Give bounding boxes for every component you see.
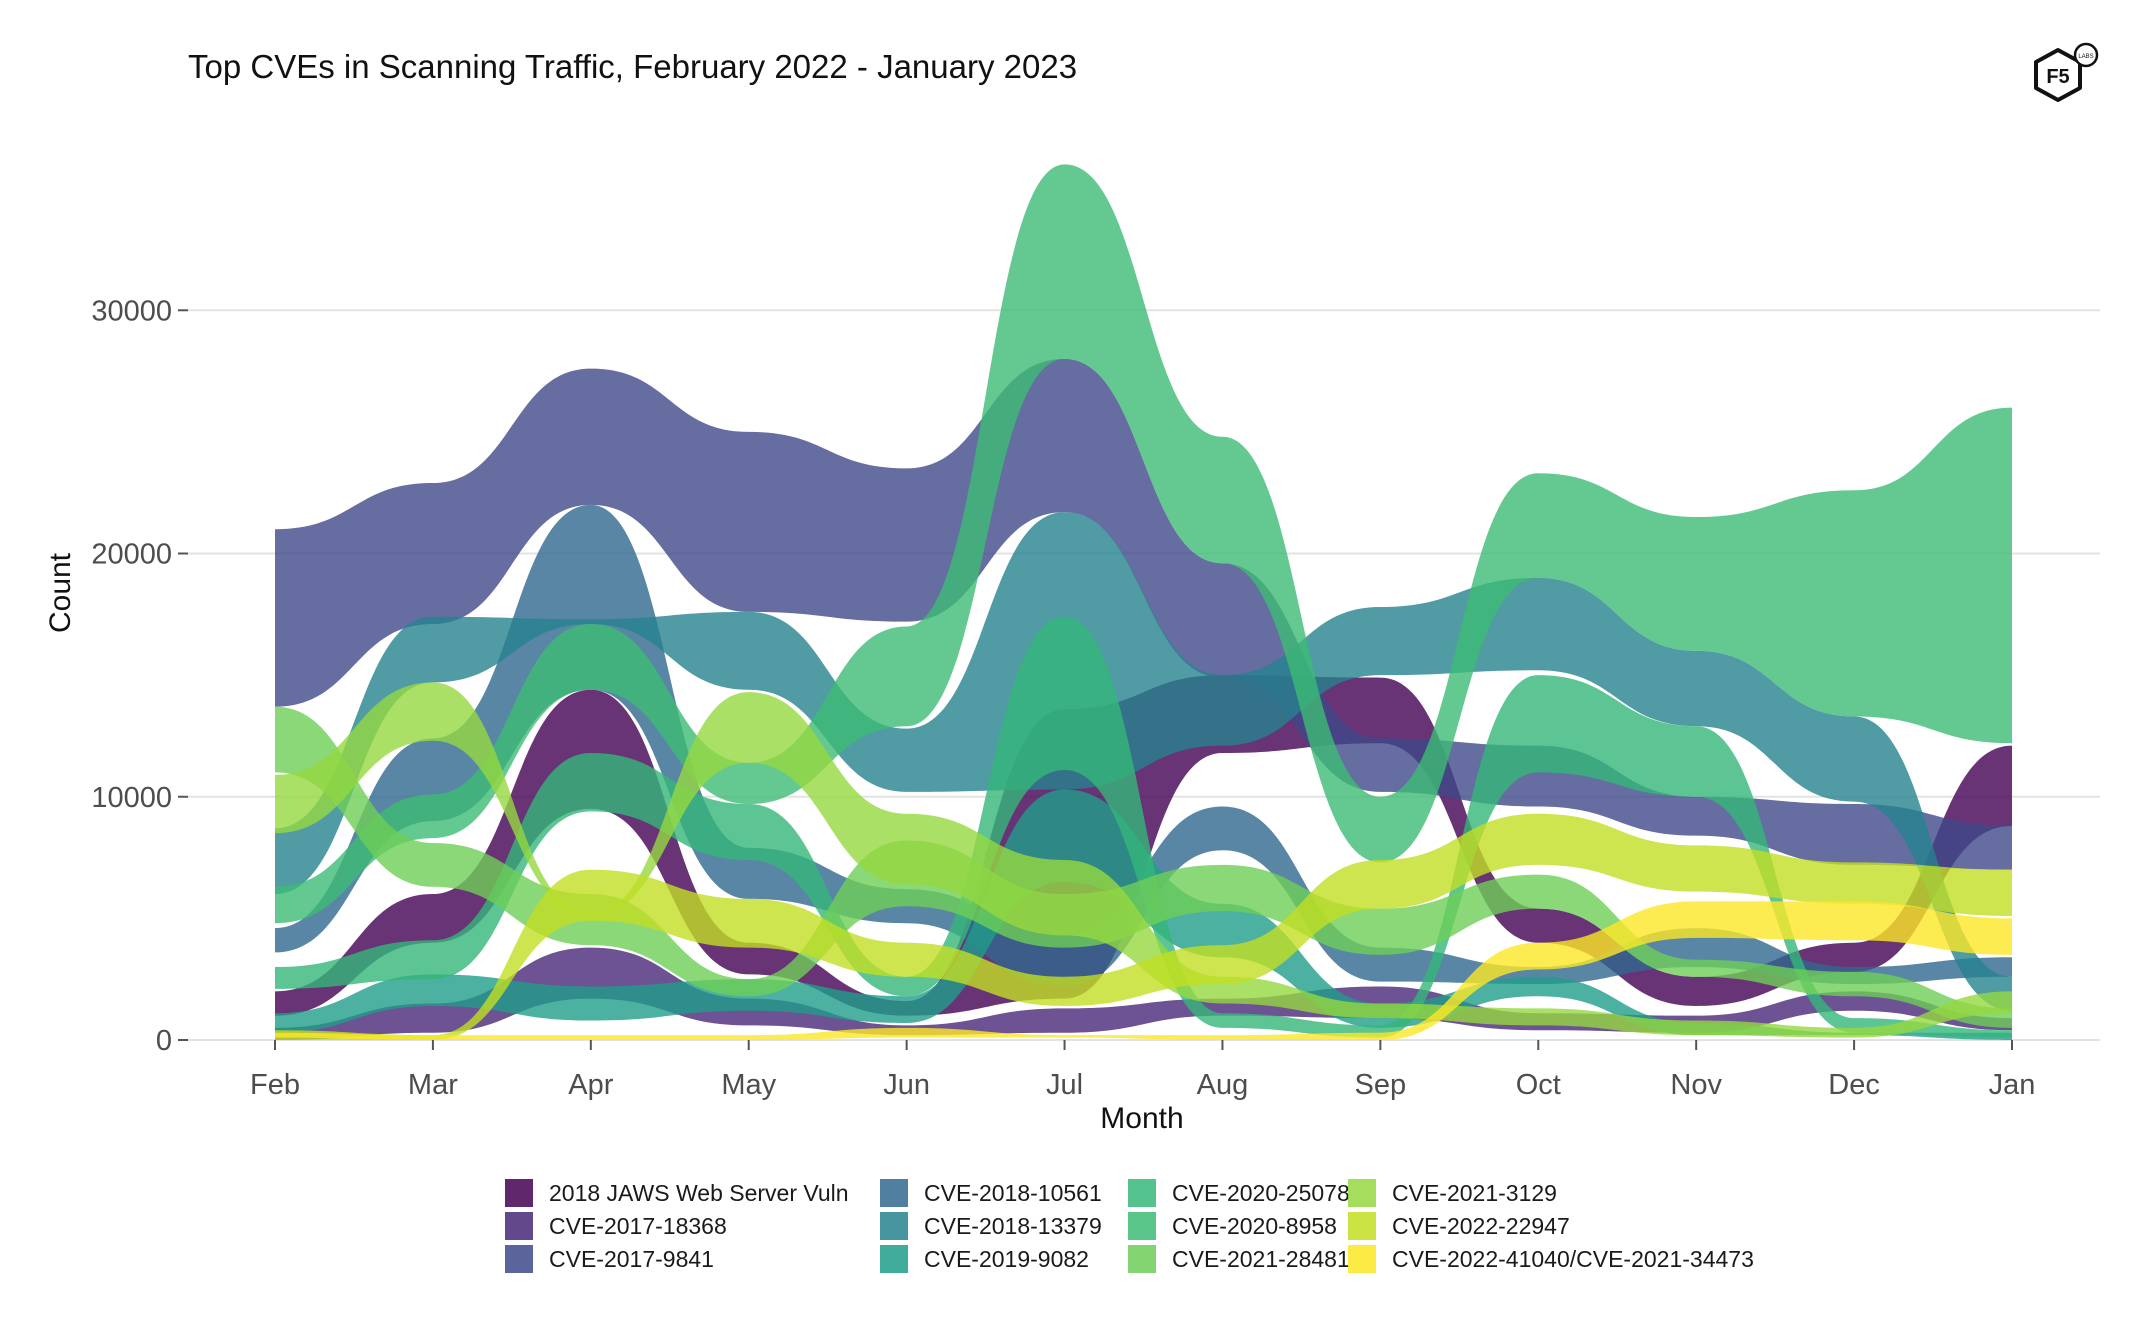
legend-label: CVE-2020-8958 xyxy=(1172,1212,1337,1239)
legend-label: CVE-2022-22947 xyxy=(1392,1212,1570,1239)
x-tick-label: Sep xyxy=(1355,1069,1407,1101)
series-band-8 xyxy=(275,164,2012,924)
legend-swatch xyxy=(505,1212,533,1240)
legend-swatch xyxy=(505,1179,533,1207)
legend-label: CVE-2021-28481 xyxy=(1172,1245,1350,1272)
x-tick-label: Nov xyxy=(1670,1069,1722,1101)
y-tick-label: 20000 xyxy=(91,539,172,571)
x-tick-label: Jul xyxy=(1046,1069,1083,1101)
y-axis-title: Count xyxy=(44,552,77,633)
y-tick-label: 0 xyxy=(156,1025,172,1057)
legend-swatch xyxy=(880,1245,908,1273)
x-tick-label: Apr xyxy=(568,1069,613,1101)
series-band-10 xyxy=(275,682,2012,1038)
legend-swatch xyxy=(1128,1179,1156,1207)
series-band-12 xyxy=(275,901,2012,1040)
legend-item: CVE-2018-10561 xyxy=(880,1178,1102,1208)
chart-title: Top CVEs in Scanning Traffic, February 2… xyxy=(188,48,1078,85)
legend-label: CVE-2022-41040/CVE-2021-34473 xyxy=(1392,1245,1754,1272)
legend-swatch xyxy=(880,1179,908,1207)
x-tick-label: Jan xyxy=(1989,1069,2036,1101)
series-band-5 xyxy=(275,512,2012,1011)
y-tick-label: 10000 xyxy=(91,782,172,814)
series-band-3 xyxy=(275,358,2012,870)
legend-label: 2018 JAWS Web Server Vuln xyxy=(549,1179,849,1206)
legend-item: CVE-2022-41040/CVE-2021-34473 xyxy=(1348,1244,1754,1274)
x-tick-label: Dec xyxy=(1828,1069,1880,1101)
legend-item: CVE-2022-22947 xyxy=(1348,1211,1570,1241)
legend-item: CVE-2021-28481 xyxy=(1128,1244,1350,1274)
legend-label: CVE-2018-13379 xyxy=(924,1212,1102,1239)
legend-swatch xyxy=(1128,1245,1156,1273)
legend-label: CVE-2020-25078 xyxy=(1172,1179,1350,1206)
legend-label: CVE-2018-10561 xyxy=(924,1179,1102,1206)
legend: 2018 JAWS Web Server Vuln CVE-2017-18368 C… xyxy=(505,1178,1905,1288)
legend-item: CVE-2017-18368 xyxy=(505,1211,727,1241)
logo-badge: LABS xyxy=(2078,54,2093,60)
legend-item: 2018 JAWS Web Server Vuln xyxy=(505,1178,849,1208)
legend-item: CVE-2020-8958 xyxy=(1128,1211,1337,1241)
x-tick-label: Feb xyxy=(250,1069,300,1101)
legend-label: CVE-2021-3129 xyxy=(1392,1179,1557,1206)
x-tick-label: Oct xyxy=(1516,1069,1561,1101)
series-band-9 xyxy=(275,706,2012,1028)
x-tick-label: May xyxy=(721,1069,776,1101)
legend-item: CVE-2017-9841 xyxy=(505,1244,714,1274)
legend-swatch xyxy=(1348,1212,1376,1240)
legend-item: CVE-2021-3129 xyxy=(1348,1178,1557,1208)
legend-swatch xyxy=(1348,1179,1376,1207)
series-band-4 xyxy=(275,504,2012,987)
x-tick-label: Aug xyxy=(1197,1069,1249,1101)
axes: 0 10000 20000 30000 Feb Mar Apr May Jun Jul Aug Sep… xyxy=(91,295,2035,1101)
stream-chart: 0 10000 20000 30000 Feb Mar Apr May Jun Jul Aug Sep… xyxy=(44,164,2100,1135)
legend-label: CVE-2017-9841 xyxy=(549,1245,714,1272)
legend-swatch xyxy=(505,1245,533,1273)
logo-text: F5 xyxy=(2046,66,2069,88)
f5-labs-logo: F5 LABS xyxy=(2034,42,2099,102)
legend-swatch xyxy=(880,1212,908,1240)
x-tick-label: Mar xyxy=(408,1069,458,1101)
legend-item: CVE-2020-25078 xyxy=(1128,1178,1350,1208)
legend-label: CVE-2019-9082 xyxy=(924,1245,1089,1272)
series-band-11 xyxy=(275,813,2012,1040)
x-axis-title: Month xyxy=(1100,1102,1183,1135)
legend-item: CVE-2019-9082 xyxy=(880,1244,1089,1274)
legend-swatch xyxy=(1128,1212,1156,1240)
legend-label: CVE-2017-18368 xyxy=(549,1212,727,1239)
x-tick-label: Jun xyxy=(883,1069,930,1101)
legend-item: CVE-2018-13379 xyxy=(880,1211,1102,1241)
series-band-7 xyxy=(275,616,2012,1038)
y-tick-label: 30000 xyxy=(91,295,172,327)
series-bands xyxy=(275,164,2012,1040)
legend-swatch xyxy=(1348,1245,1376,1273)
